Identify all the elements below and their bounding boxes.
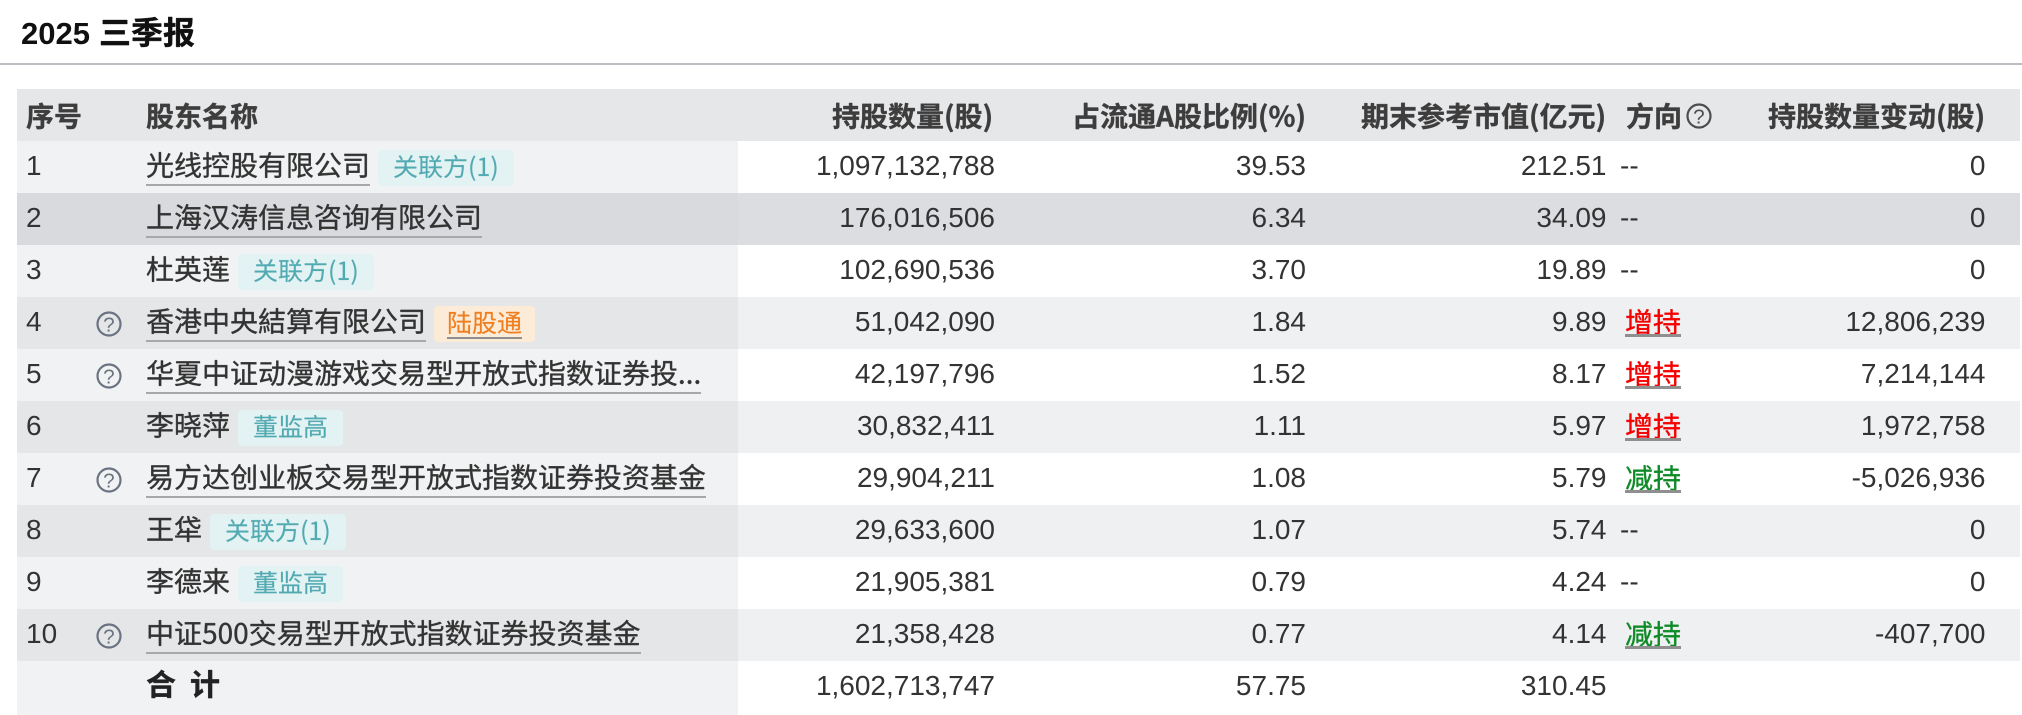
svg-text:?: ? [103, 313, 114, 336]
svg-text:?: ? [103, 625, 114, 648]
svg-text:?: ? [1693, 105, 1704, 128]
svg-text:?: ? [103, 365, 114, 388]
svg-text:?: ? [103, 469, 114, 492]
